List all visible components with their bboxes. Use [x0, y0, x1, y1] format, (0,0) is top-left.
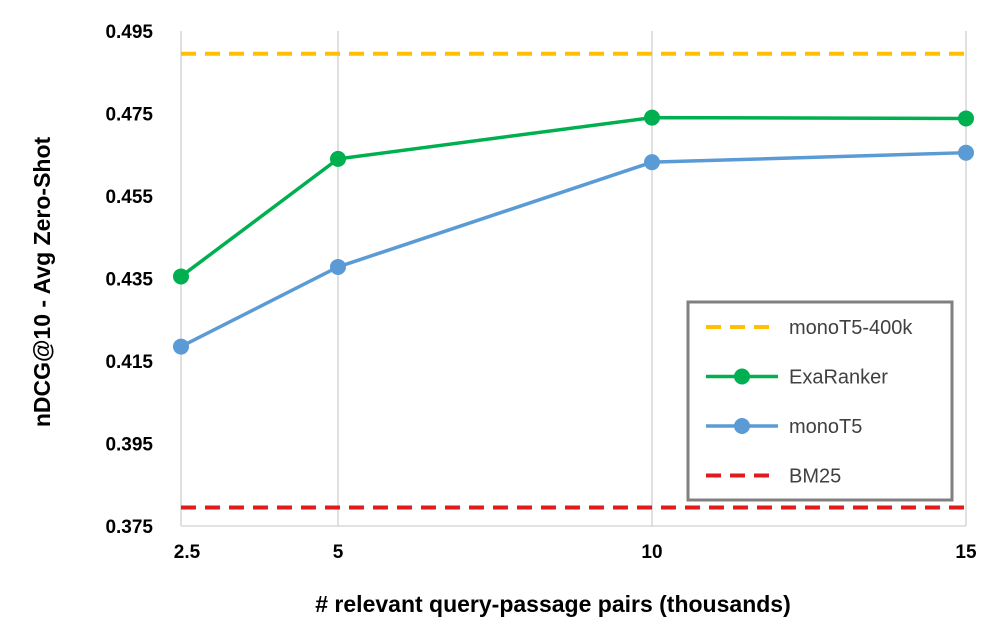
monot5-data-point: [958, 144, 974, 161]
legend-label-exaranker: ExaRanker: [789, 367, 888, 389]
legend-label-monot5: monoT5: [789, 416, 862, 438]
exaranker-data-point: [958, 110, 974, 127]
x-tick-label: 15: [955, 542, 977, 563]
y-tick-label: 0.375: [105, 517, 153, 538]
legend-marker-monot5: [734, 418, 750, 434]
x-tick-label: 2.5: [174, 542, 201, 563]
exaranker-data-point: [644, 109, 660, 126]
monot5-series-line: [180, 150, 967, 349]
legend-box: [686, 300, 954, 502]
y-tick-label: 0.475: [105, 105, 153, 126]
exaranker-data-point: [173, 268, 189, 285]
legend-label-monot5-400k: monoT5-400k: [789, 317, 913, 339]
y-tick-label: 0.495: [105, 22, 153, 43]
y-tick-label: 0.435: [105, 270, 153, 291]
exaranker-series-line: [179, 115, 967, 278]
y-tick-label: 0.395: [105, 435, 153, 456]
legend-label-bm25: BM25: [789, 466, 841, 488]
y-axis-title: nDCG@10 - Avg Zero-Shot: [29, 136, 55, 427]
legend-marker-exaranker: [734, 368, 750, 385]
x-tick-label: 5: [333, 542, 344, 563]
x-axis-title: # relevant query-passage pairs (thousand…: [315, 591, 791, 617]
tick-labels: 0.375 0.395 0.415 0.435 0.455 0.475 0.495 2.5 5 1…: [105, 22, 977, 563]
monot5-data-point: [644, 154, 660, 171]
y-tick-label: 0.455: [105, 187, 153, 208]
x-tick-label: 10: [641, 542, 662, 563]
exaranker-data-point: [330, 150, 346, 167]
y-tick-label: 0.415: [105, 352, 153, 373]
data-series: [173, 51, 974, 510]
legend: monoT5-400k ExaRanker monoT5 BM25: [686, 300, 954, 502]
monot5-data-point: [173, 338, 189, 355]
monot5-data-point: [330, 258, 346, 275]
